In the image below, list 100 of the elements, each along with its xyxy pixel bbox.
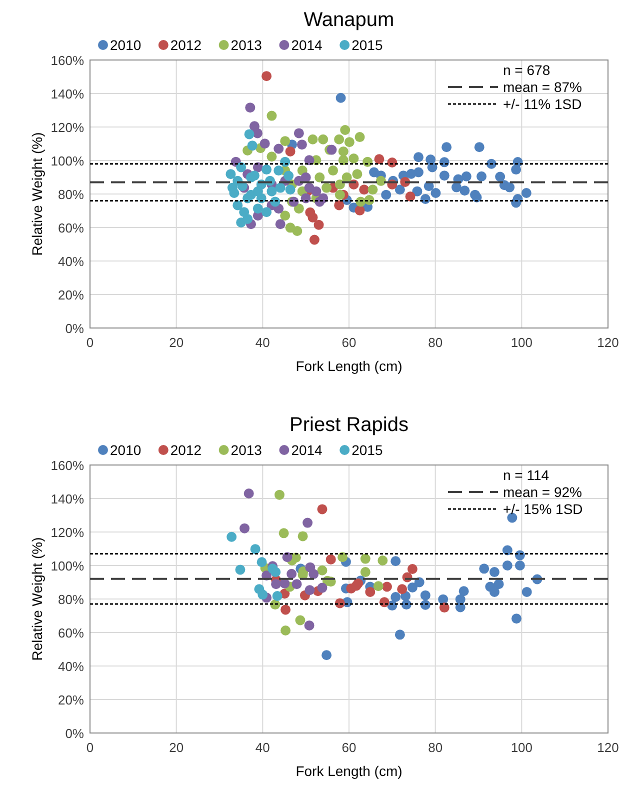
point: [308, 134, 318, 144]
legend-label: 2014: [291, 442, 323, 458]
point: [427, 162, 438, 172]
point: [407, 582, 418, 592]
legend-label: +/- 11% 1SD: [503, 96, 582, 112]
point: [256, 557, 267, 568]
point: [258, 590, 268, 600]
y-tick-label: 0%: [65, 321, 84, 336]
point: [336, 92, 346, 103]
x-tick-label: 0: [86, 740, 94, 755]
point: [390, 556, 401, 566]
point: [280, 625, 291, 636]
point: [352, 169, 362, 180]
point: [252, 204, 263, 214]
point: [522, 586, 532, 597]
x-tick-label: 120: [597, 335, 619, 350]
point: [274, 144, 284, 154]
point: [262, 207, 272, 218]
point: [348, 153, 359, 164]
point: [304, 585, 315, 596]
point: [317, 565, 328, 576]
x-tick-label: 20: [169, 335, 184, 350]
point: [282, 552, 292, 562]
y-tick-label: 120%: [50, 120, 84, 135]
point: [322, 182, 332, 193]
point: [334, 190, 345, 200]
point: [317, 582, 328, 593]
point: [390, 592, 401, 602]
point: [262, 164, 272, 175]
point: [317, 504, 328, 514]
point: [474, 142, 484, 152]
point: [292, 579, 302, 590]
x-tick-label: 80: [428, 740, 443, 755]
x-tick-label: 100: [510, 335, 533, 350]
point: [249, 170, 260, 181]
point: [274, 490, 284, 500]
y-tick-label: 100%: [50, 558, 84, 574]
point: [308, 569, 319, 580]
x-tick-label: 40: [255, 740, 270, 755]
point: [351, 580, 362, 591]
point: [266, 110, 277, 121]
point: [229, 188, 240, 198]
x-tick-label: 120: [597, 740, 619, 755]
point: [302, 518, 313, 528]
y-tick-label: 40%: [58, 659, 84, 674]
point: [439, 170, 450, 181]
point: [382, 582, 392, 592]
legend-label: 2013: [230, 442, 262, 458]
point: [394, 184, 405, 195]
point: [239, 207, 250, 218]
point: [285, 184, 296, 195]
point: [247, 140, 258, 151]
chart-title: Wanapum: [304, 9, 394, 31]
x-tick-label: 0: [86, 335, 94, 350]
y-tick-label: 0%: [65, 726, 84, 741]
point: [296, 140, 307, 150]
point: [260, 138, 270, 149]
point: [365, 586, 376, 597]
point: [284, 170, 294, 181]
point: [472, 192, 482, 202]
point: [226, 169, 236, 180]
x-tick-label: 60: [342, 740, 356, 755]
point: [226, 532, 237, 542]
point: [270, 567, 281, 578]
y-tick-label: 160%: [50, 53, 84, 68]
chart-title: Priest Rapids: [290, 414, 408, 436]
point: [359, 184, 370, 195]
legend-label: mean = 87%: [503, 79, 582, 95]
point: [334, 200, 344, 210]
x-tick-label: 100: [510, 740, 533, 755]
point: [294, 204, 304, 214]
y-tick-label: 80%: [58, 187, 84, 202]
point: [430, 188, 441, 198]
y-tick-label: 60%: [58, 626, 84, 640]
y-tick-label: 40%: [58, 254, 84, 269]
point: [381, 190, 392, 200]
legend-label: 2012: [170, 442, 202, 458]
legend-label: 2015: [352, 442, 383, 458]
point: [479, 564, 490, 574]
point: [502, 545, 512, 556]
legend-label: +/- 15% 1SD: [503, 501, 583, 517]
point: [476, 171, 487, 182]
point: [280, 136, 290, 146]
point: [495, 172, 506, 182]
legend-label: 2010: [110, 442, 142, 458]
point: [280, 604, 291, 615]
point: [342, 172, 352, 182]
y-tick-label: 120%: [50, 525, 84, 540]
point: [285, 222, 296, 233]
annotation: n = 678: [503, 62, 550, 78]
point: [354, 132, 365, 142]
point: [374, 154, 384, 164]
point: [407, 564, 418, 574]
x-tick-label: 40: [255, 335, 270, 350]
legend-label: 2014: [291, 37, 323, 53]
y-tick-label: 160%: [50, 458, 84, 473]
point: [271, 579, 282, 590]
point: [354, 205, 365, 216]
legend-label: 2012: [170, 37, 202, 53]
point: [245, 102, 256, 113]
